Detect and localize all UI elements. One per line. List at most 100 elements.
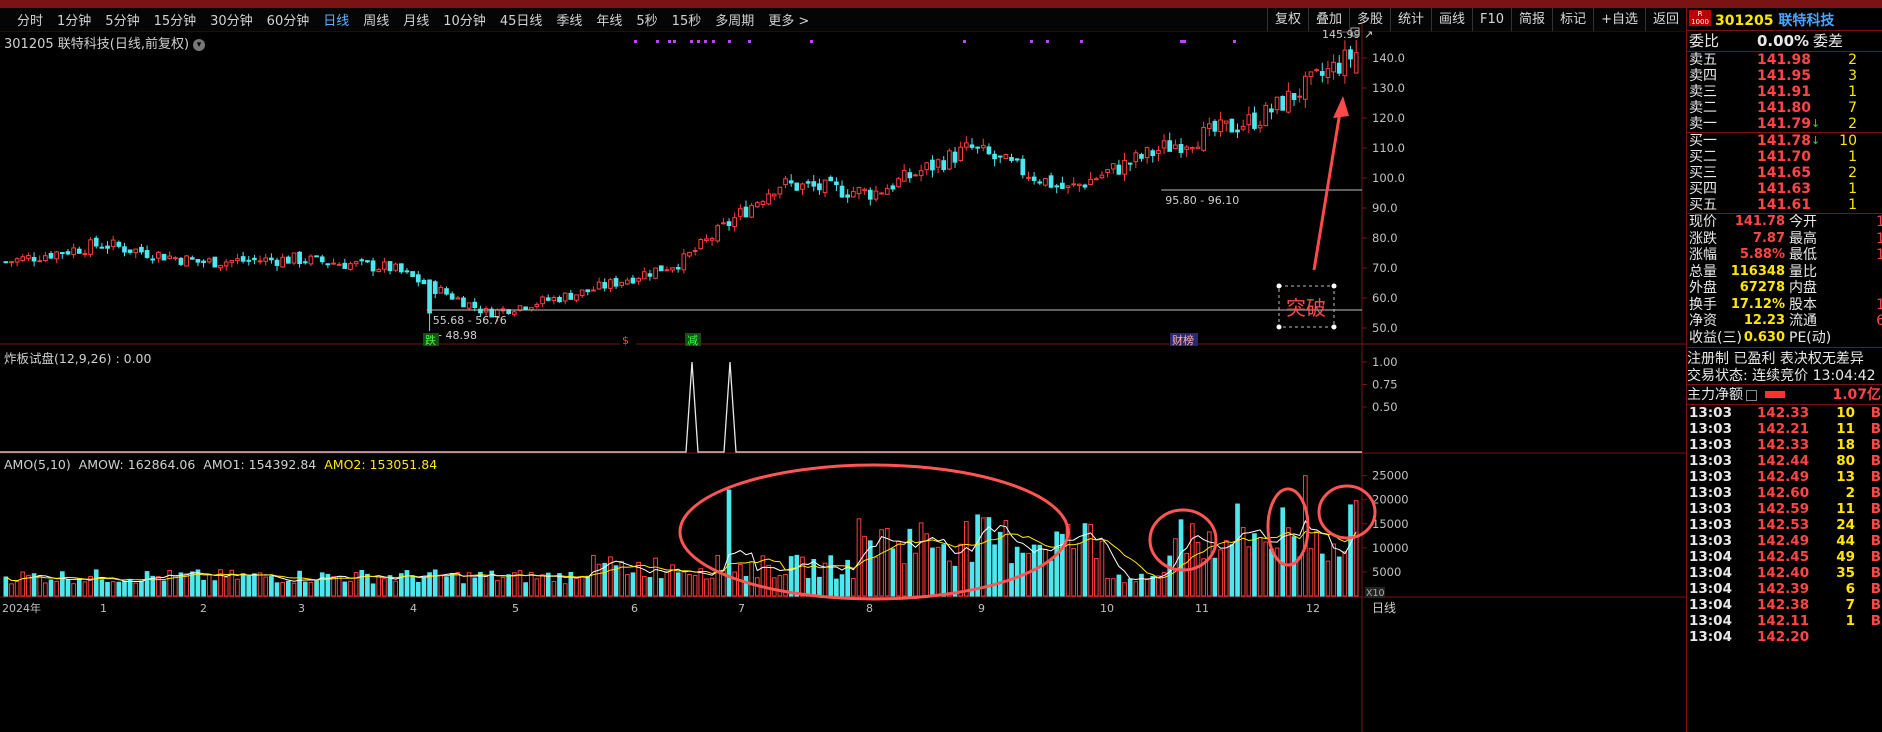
amo-bar [1048,560,1054,597]
period-tab-9[interactable]: 10分钟 [443,14,486,29]
amo-bar [879,529,884,597]
period-tab-16[interactable]: 更多 > [768,14,810,29]
chevron-down-icon[interactable]: ▾ [193,38,206,51]
period-tab-7[interactable]: 周线 [363,14,390,29]
ask-label: 卖三 [1689,84,1717,100]
bid-row[interactable]: 买四 141.63 1 [1687,181,1882,197]
candle-body [947,150,952,170]
period-tab-5[interactable]: 60分钟 [266,14,310,29]
indicator2-title: AMO(5,10) AMOW: 162864.06 AMO1: 154392.8… [4,457,437,472]
toolbar-button-5[interactable]: F10 [1472,8,1511,31]
toolbar-button-7[interactable]: 标记 [1552,8,1593,31]
period-tab-8[interactable]: 月线 [403,14,430,29]
period-tab-6[interactable]: 日线 [323,14,350,29]
period-tab-4[interactable]: 30分钟 [210,14,253,29]
period-tab-1[interactable]: 1分钟 [57,14,92,29]
bid-row[interactable]: 买一 141.78 ↓ 10 [1687,133,1882,149]
tick-time: 13:03 [1689,437,1732,453]
toolbar-button-3[interactable]: 统计 [1389,8,1431,31]
amo-bar [924,533,930,597]
toolbar-button-6[interactable]: 简报 [1511,8,1552,31]
stat-label-2: 股本 [1789,296,1817,313]
ask-row[interactable]: 卖二 141.80 7 [1687,100,1882,116]
stat-label: 收益(三) [1689,329,1742,346]
signal-dot [634,40,637,43]
toolbar-button-9[interactable]: 返回 [1644,8,1686,31]
ask-row[interactable]: 卖五 141.98 2 [1687,52,1882,68]
amo-bar [980,517,986,597]
info-icon[interactable] [1746,389,1757,401]
y-tick-label: 140.0 [1372,51,1405,65]
candle-body [901,169,907,182]
candle-body [975,146,980,149]
ask-row[interactable]: 卖三 141.91 1 [1687,84,1882,100]
amo-bar [528,571,534,597]
y-tick-label: 120.0 [1372,111,1405,125]
period-tab-10[interactable]: 45日线 [499,14,543,29]
candle-body [1105,169,1110,173]
stat-label: 换手 [1689,296,1717,313]
amo-bar [1331,543,1336,597]
amo-bar [88,575,93,597]
bid-row[interactable]: 买二 141.70 1 [1687,149,1882,165]
candle-body [348,263,353,270]
amo-bar [896,540,901,597]
amo-bar [788,556,794,597]
candle-body [48,253,54,259]
amo-bar [884,527,890,597]
bid-row[interactable]: 买五 141.61 1 [1687,197,1882,213]
period-tab-0[interactable]: 分时 [17,14,44,29]
candle-body [613,278,619,287]
amo-bar [766,564,771,597]
candle-body [206,258,212,263]
period-tab-12[interactable]: 年线 [596,14,623,29]
amo-bar [517,570,523,597]
candle-body [1093,178,1099,181]
bid-row[interactable]: 买三 141.65 2 [1687,165,1882,181]
candle-body [1291,93,1297,100]
candle-body [562,292,568,302]
candle-body [144,250,150,258]
amo-bar [178,572,184,597]
chart-canvas[interactable]: 140.0130.0120.0110.0100.090.080.070.060.… [0,24,1686,732]
amo-bar [817,576,822,597]
period-tab-14[interactable]: 15秒 [671,14,702,29]
period-tab-2[interactable]: 5分钟 [105,14,140,29]
period-tab-15[interactable]: 多周期 [715,14,755,29]
candle-body [1348,49,1353,60]
toolbar-button-8[interactable]: +自选 [1593,8,1645,31]
ask-row[interactable]: 卖四 141.95 3 [1687,68,1882,84]
amo-bar [455,572,461,597]
tick-row: 13:03 142.33 10 B [1687,405,1882,421]
tick-volume: 24 [1836,517,1855,533]
toolbar-button-1[interactable]: 叠加 [1307,8,1349,31]
candle-body [88,239,93,255]
bid-price: 141.70 [1757,149,1812,165]
ask-row[interactable]: 卖一 141.79 ↓ 2 [1687,116,1882,132]
tick-time: 13:03 [1689,421,1732,437]
toolbar-button-4[interactable]: 画线 [1431,8,1472,31]
x-tick-label: 3 [298,602,305,615]
amo-bar [370,583,376,597]
period-tab-3[interactable]: 15分钟 [153,14,197,29]
toolbar-button-2[interactable]: 多股 [1348,8,1390,31]
tick-price: 142.11 [1757,613,1810,629]
amo-bar [794,554,800,597]
candle-body [449,293,455,300]
signal-dot [668,40,671,43]
ind2-tick-label: 5000 [1372,565,1401,579]
candle-body [636,277,641,282]
amo-bar [918,522,924,597]
period-tab-11[interactable]: 季线 [556,14,583,29]
candle-body [737,208,743,217]
toolbar-button-0[interactable]: 复权 [1266,8,1308,31]
candle-body [1314,69,1319,72]
candle-body [800,183,805,190]
quote-panel: R 1000 301205 联特科技 委比 0.00% 委差 卖五 141.98 2 卖四 141.… [1686,8,1882,732]
amo-bar [1212,557,1218,597]
candle-body [1150,150,1156,157]
candle-body [59,252,65,255]
amo-bar [212,580,218,597]
candle-body [376,269,382,273]
period-tab-13[interactable]: 5秒 [636,14,658,29]
